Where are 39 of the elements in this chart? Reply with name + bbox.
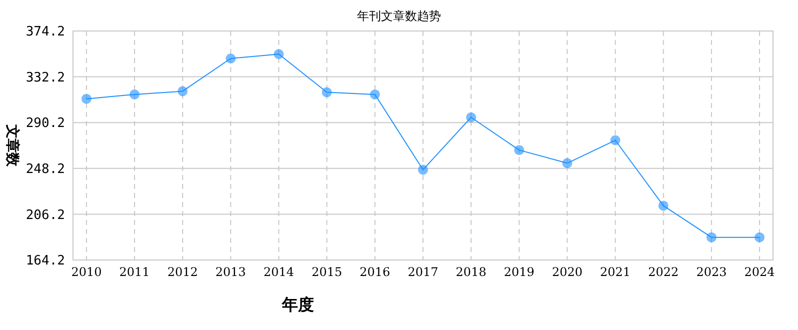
point	[562, 158, 572, 168]
chart-title: 年刊文章数趋势	[357, 9, 441, 23]
x-tick-label: 2024	[744, 265, 776, 279]
point	[514, 145, 524, 156]
y-tick-label: 248.2	[26, 162, 65, 177]
x-tick-label: 2010	[71, 265, 102, 279]
point	[370, 89, 380, 100]
x-tick-label: 2018	[456, 265, 486, 279]
point	[466, 112, 476, 122]
x-tick-label: 2013	[215, 265, 246, 279]
point	[706, 232, 716, 242]
x-tick-label: 2019	[504, 265, 534, 279]
point	[226, 53, 236, 64]
x-axis-title: 年度	[281, 295, 314, 314]
point	[418, 164, 428, 175]
x-tick-label: 2011	[119, 265, 150, 279]
x-tick-label: 2014	[263, 265, 294, 279]
point	[658, 200, 668, 211]
y-tick-label: 374.2	[26, 24, 65, 40]
point	[130, 89, 140, 100]
x-tick-label: 2016	[360, 265, 390, 279]
point	[610, 135, 620, 146]
point	[322, 87, 332, 98]
point	[178, 86, 188, 96]
point	[274, 49, 284, 60]
point	[754, 232, 765, 242]
y-tick-label: 206.2	[26, 208, 65, 223]
y-tick-label: 290.2	[26, 116, 65, 132]
y-axis-title: 文章数	[4, 124, 21, 168]
point	[81, 94, 92, 104]
x-tick-label: 2021	[600, 265, 631, 279]
x-tick-label: 2023	[696, 265, 727, 279]
x-tick-label: 2012	[167, 265, 198, 279]
x-tick-label: 2022	[648, 265, 679, 279]
x-tick-label: 2020	[552, 265, 583, 279]
y-tick-label: 332.2	[26, 70, 65, 86]
x-tick-label: 2015	[312, 265, 342, 279]
y-tick-label: 164.2	[26, 254, 65, 269]
x-tick-label: 2017	[408, 265, 438, 279]
